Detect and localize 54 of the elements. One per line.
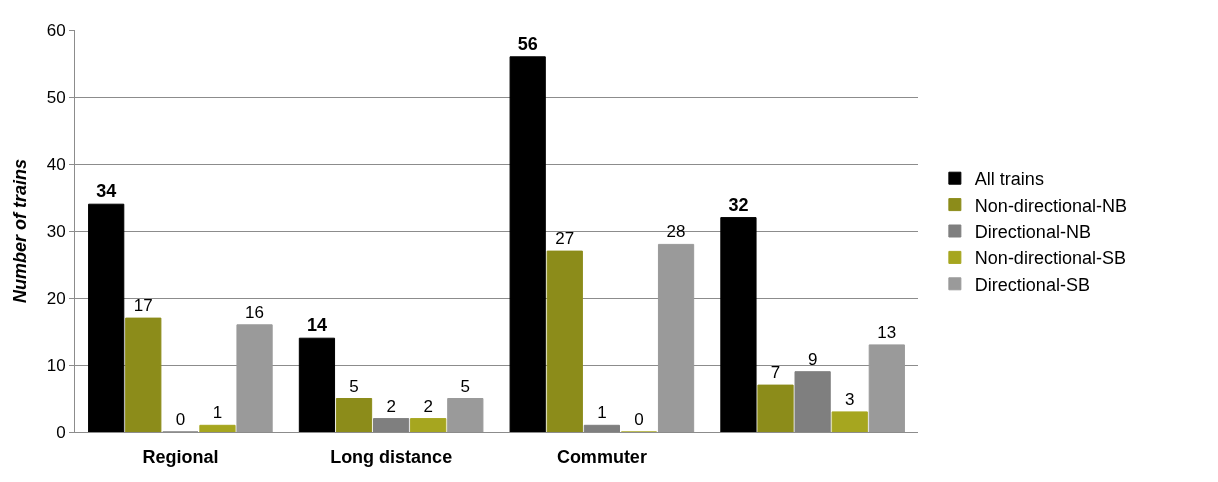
y-tick-label: 20 [46, 288, 66, 308]
bar [199, 424, 236, 432]
bar [447, 398, 484, 432]
x-tick-label: Long distance [330, 446, 453, 467]
data-label: 56 [517, 33, 538, 54]
data-label: 16 [245, 302, 265, 322]
legend-label: Directional-SB [974, 274, 1090, 295]
bar [657, 243, 695, 432]
bar [720, 217, 757, 432]
data-label: 1 [212, 403, 223, 423]
bar [298, 337, 336, 432]
bar [546, 250, 583, 432]
x-tick-label: Commuter [556, 446, 647, 467]
data-label: 27 [555, 229, 575, 249]
y-tick-label: 60 [46, 20, 66, 40]
bar [583, 424, 620, 432]
bar [88, 203, 125, 432]
bar [794, 371, 831, 432]
bar [868, 344, 905, 432]
bar [410, 418, 447, 432]
data-label: 13 [877, 322, 897, 342]
data-label: 0 [175, 410, 186, 429]
data-label: 28 [666, 222, 686, 242]
y-tick-label: 30 [46, 221, 66, 241]
bar [757, 384, 794, 432]
bar [373, 418, 410, 432]
y-tick-label: 0 [56, 422, 66, 442]
data-label: 2 [386, 396, 396, 416]
legend-label: Directional-NB [974, 222, 1091, 243]
y-axis-title: Number of trains [9, 158, 30, 304]
legend-label: Non-directional-SB [974, 248, 1126, 269]
x-tick-label: Regional [142, 446, 219, 467]
bar [831, 411, 868, 432]
data-label: 5 [349, 376, 359, 396]
data-label: 5 [460, 376, 471, 396]
data-label: 34 [96, 181, 117, 202]
data-label: 7 [770, 363, 781, 383]
data-label: 17 [133, 296, 153, 316]
data-label: 1 [597, 403, 607, 423]
bar [335, 398, 373, 432]
bar [236, 324, 273, 432]
bar [509, 56, 546, 432]
legend-label: Non-directional-NB [974, 195, 1127, 216]
data-label: 9 [807, 349, 818, 369]
data-label: 2 [423, 396, 433, 416]
y-tick-label: 50 [46, 87, 66, 107]
data-label: 3 [844, 389, 855, 409]
legend-label: All trains [974, 169, 1044, 190]
data-label: 14 [306, 315, 327, 336]
data-label: 32 [728, 194, 749, 215]
y-tick-label: 40 [46, 154, 66, 174]
data-label: 0 [634, 410, 644, 429]
y-tick-label: 10 [46, 355, 66, 375]
bar [125, 317, 162, 432]
